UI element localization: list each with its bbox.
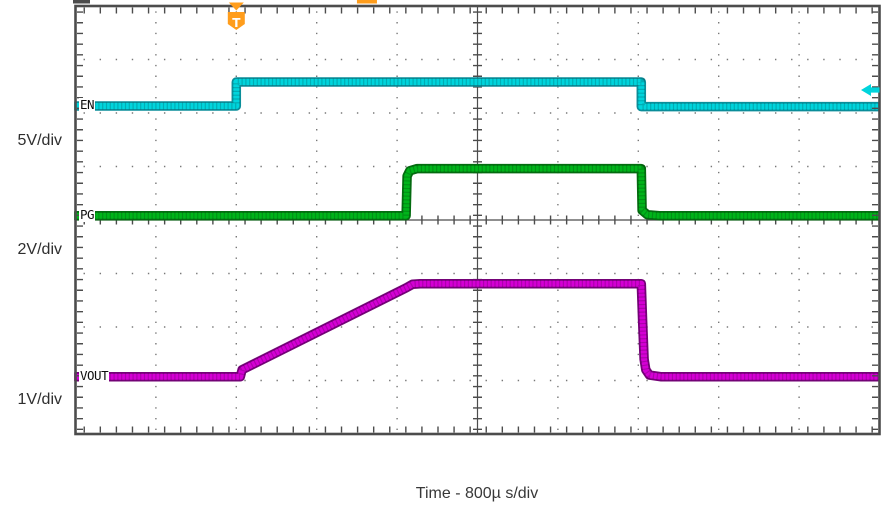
trace-label-pg: PG: [79, 206, 96, 222]
scale-label-en: 5V/div: [17, 131, 62, 149]
trigger-level-arrow-icon: [861, 83, 880, 96]
scale-label-pg: 2V/div: [17, 240, 62, 258]
svg-text:T: T: [232, 16, 241, 30]
trace-label-vout: VOUT: [79, 367, 110, 383]
time-axis-label: Time - 800µ s/div: [415, 485, 539, 502]
scale-label-vout: 1V/div: [17, 390, 62, 408]
top-edge-marker-icon: [356, 0, 377, 4]
top-left-mark: [73, 0, 90, 4]
trace-label-en: EN: [79, 97, 96, 113]
trigger-marker-icon: T: [227, 2, 245, 30]
trace-en: [74, 77, 880, 112]
waveform-traces: [74, 77, 880, 382]
graticule-frame: [74, 4, 881, 436]
